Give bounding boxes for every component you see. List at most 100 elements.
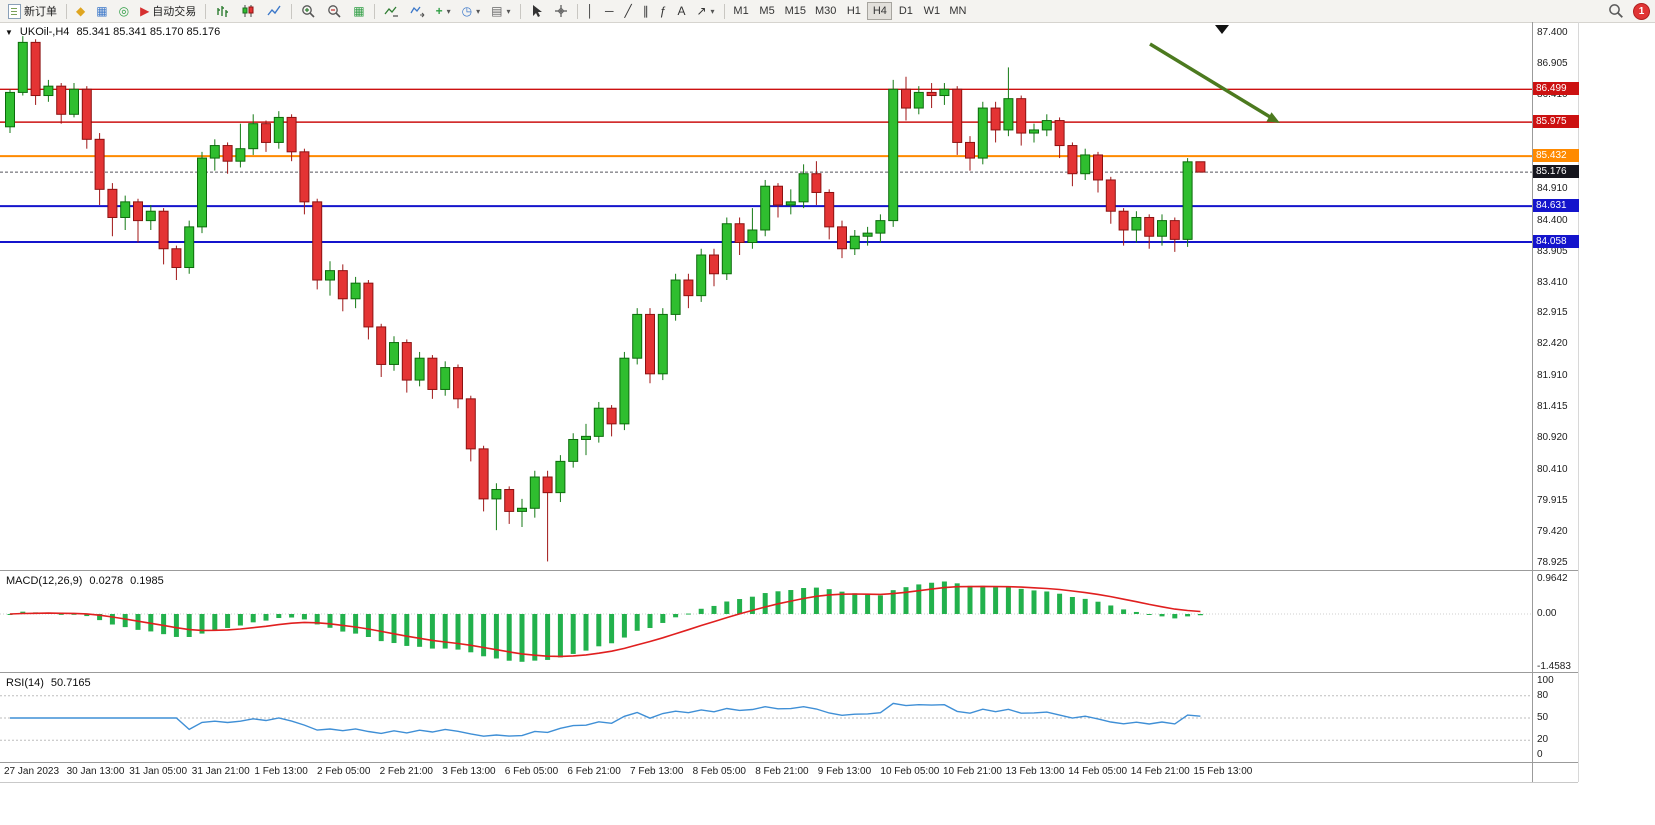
cursor-button[interactable] [525, 1, 548, 21]
timeframe-button-m30[interactable]: M30 [811, 2, 840, 20]
rsi-pane-canvas[interactable] [0, 673, 1532, 762]
candlestick-chart-button[interactable] [236, 1, 261, 21]
periods-button[interactable]: ◷ ▾ [457, 1, 486, 21]
crosshair-icon [554, 5, 567, 17]
timeframe-button-h1[interactable]: H1 [841, 2, 866, 20]
zoom-out-button[interactable] [322, 1, 347, 21]
text-tool-button[interactable]: A [672, 1, 690, 21]
shapes-tool-button[interactable]: ↗ ▾ [691, 1, 719, 21]
timeframe-group: M1 M5 M15 M30 H1 H4 D1 W1 MN [729, 2, 971, 20]
algo-trading-button[interactable]: ▶ 自动交易 [135, 1, 201, 21]
candle [248, 114, 259, 155]
candle [581, 423, 591, 456]
candle [555, 455, 566, 503]
macd-histogram-bar [1133, 611, 1139, 614]
macd-histogram-bar [673, 613, 679, 618]
rsi-axis-label: 100 [1537, 675, 1554, 686]
time-axis-label: 30 Jan 13:00 [66, 766, 125, 777]
macd-histogram-bar [813, 587, 819, 614]
down-triangle-marker[interactable] [1215, 25, 1229, 34]
pane-separator[interactable] [0, 570, 1578, 571]
indicators-button[interactable]: + ▾ [431, 1, 456, 21]
auto-scroll-button[interactable] [379, 1, 404, 21]
rsi-name: RSI(14) [6, 677, 44, 689]
line-chart-button[interactable] [262, 1, 287, 21]
timeframe-button-w1[interactable]: W1 [919, 2, 944, 20]
candle [1118, 208, 1129, 246]
macd-histogram-bar [301, 613, 307, 620]
horizontal-line-tool-button[interactable]: ─ [600, 1, 619, 21]
toolbar-separator [576, 3, 578, 19]
candle [184, 220, 195, 274]
candle [312, 198, 323, 290]
candle [619, 351, 630, 431]
macd-histogram-bar [596, 613, 602, 647]
data-window-button[interactable]: ▦ [91, 1, 112, 21]
candle [171, 245, 182, 281]
time-axis-label: 6 Feb 05:00 [504, 766, 559, 777]
search-icon[interactable] [1608, 3, 1624, 19]
macd-histogram-bar [1069, 596, 1075, 614]
timeframe-button-m1[interactable]: M1 [729, 2, 754, 20]
price-level-label-84.631: 84.631 [1533, 199, 1579, 213]
candle [696, 248, 707, 302]
price-axis-divider [1532, 22, 1533, 782]
vertical-line-tool-button[interactable]: │ [582, 1, 600, 21]
fibonacci-tool-button[interactable]: ƒ [655, 1, 672, 21]
timeframe-button-m15[interactable]: M15 [781, 2, 810, 20]
macd-histogram-bar [788, 590, 794, 614]
candle [222, 142, 233, 174]
timeframe-button-m5[interactable]: M5 [755, 2, 780, 20]
y-axis-tick-label: 80.410 [1537, 464, 1568, 476]
tile-windows-button[interactable]: ▦ [348, 1, 369, 21]
navigator-button[interactable]: ◎ [114, 1, 134, 21]
macd-histogram-bar [941, 581, 947, 614]
trend-arrow-annotation[interactable] [1149, 42, 1280, 123]
pane-separator[interactable] [0, 672, 1578, 673]
macd-histogram-bar [7, 613, 13, 615]
trendline-tool-button[interactable]: ╱ [620, 1, 637, 21]
dropdown-arrow-icon: ▾ [476, 6, 481, 16]
algo-trading-icon: ▶ [140, 4, 150, 18]
notification-badge[interactable]: 1 [1633, 2, 1650, 20]
macd-histogram-bar [455, 613, 461, 650]
price-chart-canvas[interactable] [0, 22, 1532, 570]
chart-shift-icon [410, 6, 425, 18]
time-axis-label: 27 Jan 2023 [4, 766, 60, 777]
candle [862, 226, 873, 246]
macd-histogram-bar [429, 613, 435, 649]
candle [1054, 117, 1065, 159]
crosshair-button[interactable] [549, 1, 573, 21]
candle [798, 164, 809, 209]
macd-histogram-bar [327, 613, 333, 628]
candle [1093, 151, 1103, 193]
candle [568, 433, 579, 468]
macd-histogram-bar [775, 591, 781, 614]
shapes-icon: ↗ [696, 4, 707, 18]
macd-histogram-bar [865, 594, 871, 614]
bar-chart-button[interactable] [210, 1, 235, 21]
candle [478, 445, 489, 512]
chart-shift-button[interactable] [405, 1, 430, 21]
timeframe-button-mn[interactable]: MN [945, 2, 970, 20]
macd-histogram-bar [71, 613, 77, 615]
templates-button[interactable]: ▤ ▾ [486, 1, 515, 21]
new-order-button[interactable]: 新订单 [3, 1, 62, 21]
candle [1182, 158, 1193, 247]
zoom-in-button[interactable] [296, 1, 321, 21]
timeframe-button-d1[interactable]: D1 [893, 2, 918, 20]
macd-histogram-bar [506, 613, 512, 661]
y-axis-tick-label: 87.400 [1537, 27, 1568, 38]
dropdown-arrow-icon: ▾ [506, 6, 511, 16]
time-axis-label: 2 Feb 05:00 [317, 766, 371, 777]
timeframe-button-h4[interactable]: H4 [867, 2, 893, 20]
one-click-trading-toggle[interactable]: ▼ [5, 27, 13, 37]
macd-pane-canvas[interactable] [0, 571, 1532, 672]
macd-histogram-bar [826, 589, 832, 614]
channel-tool-button[interactable]: ∥ [638, 1, 654, 21]
market-watch-button[interactable]: ◆ [71, 1, 90, 21]
candle [286, 114, 297, 162]
candle [440, 361, 451, 396]
macd-name: MACD(12,26,9) [6, 575, 83, 587]
macd-histogram-bar [762, 593, 768, 614]
